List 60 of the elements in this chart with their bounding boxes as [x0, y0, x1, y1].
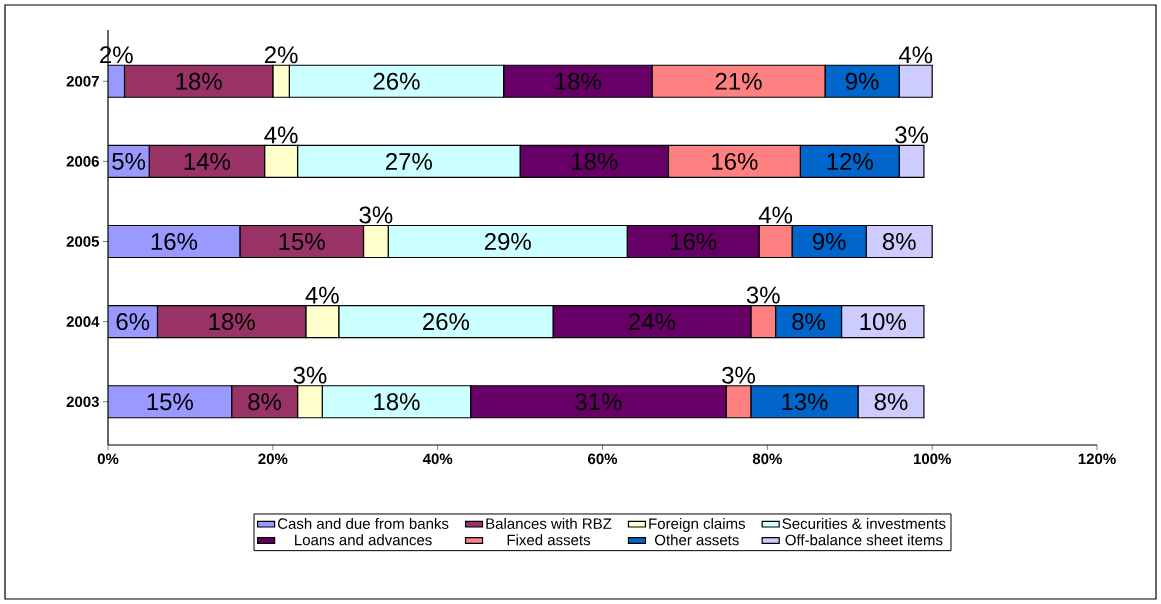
legend-label: Securities & investments — [782, 517, 946, 529]
y-tick-label: 2004 — [66, 316, 100, 327]
data-label: 24% — [629, 313, 676, 331]
data-label: 16% — [670, 233, 717, 250]
x-tick-label: 20% — [258, 453, 288, 465]
data-label: 18% — [374, 393, 420, 411]
data-label: 16% — [712, 152, 758, 170]
data-label: 15% — [279, 233, 325, 250]
x-tick-label: 120% — [1078, 453, 1116, 465]
legend-label: Loans and advances — [295, 534, 432, 546]
data-label: 3% — [359, 206, 393, 224]
data-label: 31% — [575, 393, 622, 411]
data-label: 9% — [812, 233, 846, 250]
x-tick-label: 80% — [752, 453, 782, 465]
data-label: 15% — [147, 393, 193, 411]
x-tick-label: 60% — [588, 453, 618, 465]
data-label: 18% — [176, 72, 222, 90]
data-label: 3% — [746, 286, 780, 304]
data-label: 8% — [882, 233, 916, 250]
data-label: 26% — [373, 72, 420, 90]
data-label: 5% — [112, 152, 146, 170]
data-label: 14% — [184, 152, 231, 170]
y-tick-label: 2007 — [66, 75, 99, 87]
data-label: 21% — [715, 72, 762, 90]
data-label: 26% — [423, 313, 470, 331]
data-label: 4% — [305, 286, 339, 304]
data-label: 12% — [827, 152, 873, 170]
data-label: 4% — [898, 46, 933, 64]
y-tick-label: 2003 — [66, 396, 99, 408]
bar — [108, 224, 241, 259]
legend-label: Foreign claims — [649, 517, 746, 532]
y-tick-label: 2006 — [66, 156, 99, 167]
data-label: 4% — [264, 126, 298, 144]
data-label: 18% — [555, 72, 601, 90]
data-label: 4% — [758, 206, 793, 224]
legend-label: Balances with RBZ — [486, 517, 612, 529]
data-label: 13% — [782, 393, 828, 411]
legend-label: Fixed assets — [507, 534, 591, 546]
data-label: 29% — [484, 233, 531, 250]
data-label: 16% — [151, 233, 198, 250]
data-label: 8% — [874, 393, 908, 411]
x-tick-label: 100% — [913, 453, 951, 465]
legend-label: Cash and due from banks — [277, 517, 449, 529]
data-label: 2% — [264, 46, 298, 64]
legend-label: Off-balance sheet items — [785, 534, 943, 546]
data-label: 6% — [116, 313, 150, 331]
x-tick-label: 40% — [422, 453, 453, 465]
data-label: 8% — [792, 313, 826, 331]
data-label: 3% — [293, 366, 327, 384]
y-tick-label: 2005 — [66, 236, 100, 247]
data-label: 18% — [572, 152, 618, 170]
data-label: 3% — [722, 366, 755, 384]
x-tick-label: 0% — [97, 453, 119, 465]
data-label: 8% — [248, 393, 282, 411]
data-label: 3% — [895, 126, 929, 144]
data-label: 10% — [860, 313, 906, 331]
data-label: 27% — [386, 152, 432, 170]
legend-label: Other assets — [655, 534, 739, 546]
data-label: 9% — [845, 72, 879, 90]
data-label: 18% — [209, 313, 255, 331]
